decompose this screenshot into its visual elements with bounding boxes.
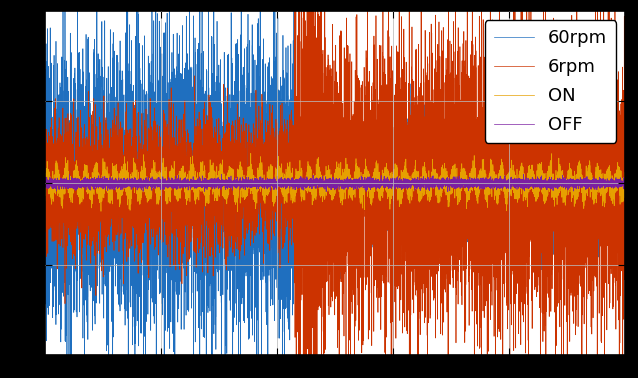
OFF [41, 184, 48, 188]
60rpm [154, 116, 162, 121]
ON [325, 168, 332, 173]
ON [65, 183, 73, 187]
OFF [75, 177, 83, 181]
ON [591, 191, 598, 195]
6rpm [41, 186, 48, 190]
OFF [591, 177, 598, 181]
60rpm [43, 305, 51, 310]
OFF [520, 172, 528, 177]
ON [234, 209, 241, 214]
ON [247, 151, 255, 156]
Line: ON: ON [45, 153, 625, 212]
Line: 6rpm: 6rpm [45, 0, 625, 378]
6rpm [43, 181, 51, 185]
OFF [322, 189, 330, 194]
6rpm [591, 106, 598, 111]
60rpm [75, 50, 83, 54]
ON [154, 187, 162, 192]
6rpm [75, 148, 83, 152]
OFF [621, 184, 629, 188]
6rpm [325, 192, 332, 197]
Legend: 60rpm, 6rpm, ON, OFF: 60rpm, 6rpm, ON, OFF [485, 20, 616, 143]
OFF [325, 181, 332, 186]
60rpm [621, 220, 629, 224]
Line: 60rpm: 60rpm [45, 0, 625, 378]
60rpm [65, 190, 73, 195]
60rpm [591, 146, 598, 151]
6rpm [621, 204, 629, 209]
60rpm [41, 65, 48, 69]
OFF [43, 183, 51, 188]
ON [41, 187, 48, 191]
ON [621, 180, 629, 184]
OFF [65, 184, 73, 188]
OFF [154, 180, 162, 185]
ON [43, 180, 51, 184]
6rpm [154, 241, 162, 245]
60rpm [325, 214, 332, 219]
Line: OFF: OFF [45, 174, 625, 192]
ON [75, 192, 83, 196]
6rpm [65, 175, 73, 180]
